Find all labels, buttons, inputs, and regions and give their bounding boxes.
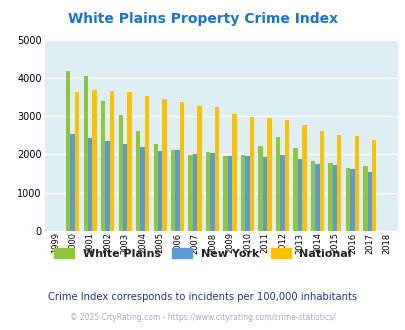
- Bar: [240, 155, 245, 231]
- Bar: [345, 168, 350, 231]
- Bar: [245, 156, 249, 231]
- Bar: [158, 150, 162, 231]
- Bar: [328, 163, 332, 231]
- Bar: [319, 131, 323, 231]
- Bar: [83, 76, 88, 231]
- Bar: [297, 159, 301, 231]
- Bar: [214, 107, 219, 231]
- Bar: [66, 71, 70, 231]
- Bar: [101, 101, 105, 231]
- Bar: [118, 115, 123, 231]
- Bar: [153, 144, 158, 231]
- Bar: [175, 150, 179, 231]
- Bar: [336, 135, 341, 231]
- Bar: [140, 147, 145, 231]
- Bar: [136, 131, 140, 231]
- Text: © 2025 CityRating.com - https://www.cityrating.com/crime-statistics/: © 2025 CityRating.com - https://www.city…: [70, 313, 335, 322]
- Bar: [205, 152, 210, 231]
- Bar: [223, 156, 227, 231]
- Bar: [227, 156, 232, 231]
- Bar: [88, 138, 92, 231]
- Bar: [371, 140, 375, 231]
- Bar: [127, 92, 131, 231]
- Bar: [171, 150, 175, 231]
- Text: Crime Index corresponds to incidents per 100,000 inhabitants: Crime Index corresponds to incidents per…: [48, 292, 357, 302]
- Bar: [310, 161, 314, 231]
- Bar: [354, 136, 358, 231]
- Bar: [314, 164, 319, 231]
- Legend: White Plains, New York, National: White Plains, New York, National: [49, 244, 356, 263]
- Bar: [92, 90, 96, 231]
- Bar: [197, 106, 201, 231]
- Bar: [350, 169, 354, 231]
- Bar: [266, 118, 271, 231]
- Bar: [75, 92, 79, 231]
- Bar: [162, 99, 166, 231]
- Bar: [109, 91, 114, 231]
- Bar: [192, 154, 197, 231]
- Bar: [293, 148, 297, 231]
- Bar: [145, 96, 149, 231]
- Bar: [284, 120, 288, 231]
- Bar: [275, 137, 279, 231]
- Bar: [258, 146, 262, 231]
- Bar: [301, 125, 306, 231]
- Text: White Plains Property Crime Index: White Plains Property Crime Index: [68, 12, 337, 25]
- Bar: [105, 142, 109, 231]
- Bar: [262, 157, 266, 231]
- Bar: [123, 144, 127, 231]
- Bar: [279, 155, 284, 231]
- Bar: [70, 134, 75, 231]
- Bar: [367, 172, 371, 231]
- Bar: [232, 114, 236, 231]
- Bar: [332, 165, 336, 231]
- Bar: [188, 155, 192, 231]
- Bar: [362, 166, 367, 231]
- Bar: [179, 102, 183, 231]
- Bar: [249, 117, 254, 231]
- Bar: [210, 153, 214, 231]
